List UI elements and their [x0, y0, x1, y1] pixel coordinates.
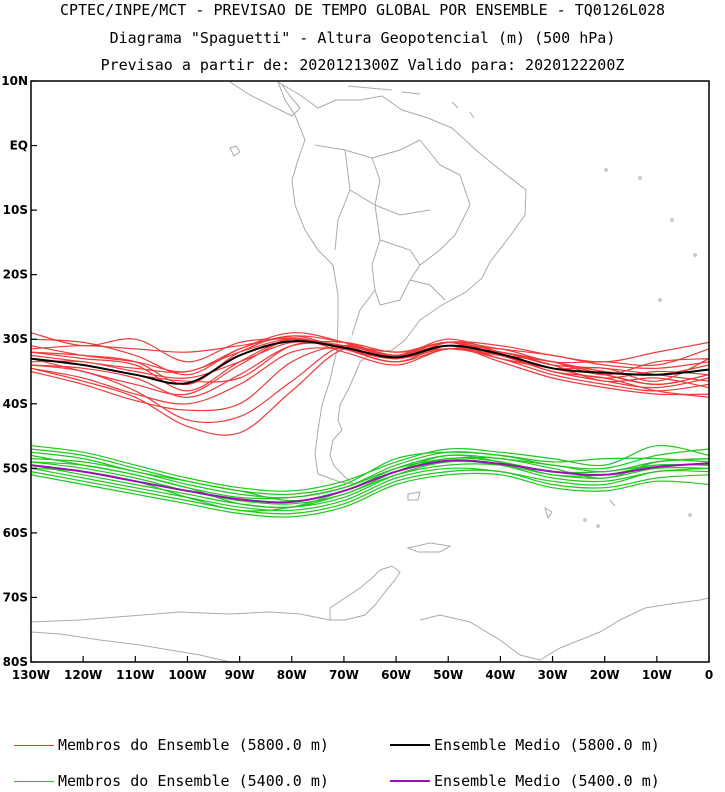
y-tick-label-3: 20S [3, 268, 28, 282]
chart-title: CPTEC/INPE/MCT - PREVISAO DE TEMPO GLOBA… [59, 1, 666, 19]
island-mark-7 [688, 513, 692, 517]
x-tick-label-7: 60W [381, 668, 411, 682]
legend-swatch-mean-5400 [390, 780, 430, 782]
island-mark-1 [638, 176, 642, 180]
south-america-coast [277, 80, 527, 485]
island-mark-4 [658, 298, 662, 302]
legend-label-mean-5400: Ensemble Medio (5400.0 m) [434, 772, 660, 790]
x-tick-label-0: 130W [12, 668, 50, 682]
x-tick-label-10: 30W [538, 668, 568, 682]
island-mark-5 [583, 518, 587, 522]
antarctica-coast-west [30, 631, 231, 663]
member-5800-line-11 [30, 338, 710, 382]
y-tick-label-0: 10N [1, 74, 28, 88]
legend-members-5400: Membros do Ensemble (5400.0 m) [14, 772, 329, 790]
chart-validity: Previsao a partir de: 2020121300Z Valido… [100, 56, 625, 74]
axis-layer: 130W 120W 110W 100W 90W 80W 70W 60W 50W 40W 30W 20W… [1, 74, 713, 682]
y-tick-label-6: 50S [3, 461, 28, 475]
member-5800-line-5 [30, 340, 710, 379]
member-5400-line-5 [30, 463, 710, 509]
island-mark-0 [604, 168, 608, 172]
x-tick-label-13: 0 [705, 668, 713, 682]
member-5400-line-7 [30, 469, 710, 515]
chart-subtitle: Diagrama "Spaguetti" - Altura Geopotenci… [109, 29, 616, 47]
member-5400-line-6 [30, 467, 710, 512]
y-tick-label-4: 30S [3, 332, 28, 346]
series-layer [30, 332, 710, 518]
x-tick-label-2: 110W [116, 668, 154, 682]
x-tick-label-9: 40W [485, 668, 515, 682]
x-tick-label-1: 120W [64, 668, 102, 682]
caribbean-coast [347, 85, 475, 119]
x-tick-label-6: 70W [329, 668, 359, 682]
member-5800-line-14 [30, 332, 710, 373]
antarctic-peninsula-coast [329, 565, 401, 621]
legend-label-members-5800: Membros do Ensemble (5800.0 m) [58, 736, 329, 754]
galapagos-coast [229, 145, 241, 157]
central-america-coast [229, 81, 301, 117]
legend-swatch-mean-5800 [390, 744, 430, 746]
mean-5400-line [30, 459, 710, 504]
x-tick-label-5: 80W [277, 668, 307, 682]
legend-label-members-5400: Membros do Ensemble (5400.0 m) [58, 772, 329, 790]
x-tick-label-12: 10W [642, 668, 672, 682]
y-tick-label-8: 70S [3, 590, 28, 604]
y-tick-label-9: 80S [3, 655, 28, 669]
x-tick-label-3: 100W [168, 668, 206, 682]
mean-5800-line [30, 339, 710, 385]
member-5400-line-10 [30, 448, 710, 502]
legend-swatch-members-5400 [14, 780, 54, 782]
y-tick-label-7: 60S [3, 526, 28, 540]
member-5400-line-9 [30, 451, 710, 499]
island-mark-6 [596, 524, 600, 528]
x-tick-label-4: 90W [225, 668, 255, 682]
x-tick-label-8: 50W [433, 668, 463, 682]
falklands-coast [407, 491, 421, 501]
member-5800-line-15 [30, 338, 710, 392]
legend-swatch-members-5800 [14, 744, 54, 746]
country-borders [314, 139, 471, 336]
y-tick-label-1: EQ [10, 139, 28, 153]
legend-mean-5400: Ensemble Medio (5400.0 m) [390, 772, 660, 790]
y-tick-label-2: 10S [3, 203, 28, 217]
plot-frame [30, 80, 710, 663]
coastline-map [30, 80, 710, 663]
south-shetland-coast [406, 499, 616, 553]
y-tick-label-5: 40S [3, 397, 28, 411]
x-tick-label-11: 20W [590, 668, 620, 682]
island-mark-3 [693, 253, 697, 257]
member-5400-line-8 [30, 472, 710, 518]
legend-mean-5800: Ensemble Medio (5800.0 m) [390, 736, 660, 754]
member-5400-line-11 [30, 460, 710, 509]
legend-label-mean-5800: Ensemble Medio (5800.0 m) [434, 736, 660, 754]
legend-members-5800: Membros do Ensemble (5800.0 m) [14, 736, 329, 754]
island-mark-2 [670, 218, 674, 222]
antarctica-coast [30, 597, 710, 661]
